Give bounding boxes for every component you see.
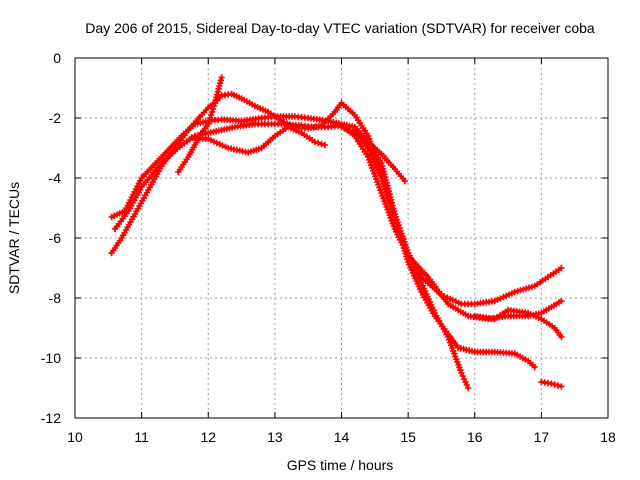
y-tick-label: -12 [41,410,61,426]
series-track-9 [538,378,565,390]
series-track-8 [471,306,565,341]
x-tick-label: 12 [200,429,216,445]
series-markers [111,120,565,323]
x-tick-label: 11 [134,429,149,445]
x-tick-label: 15 [400,429,416,445]
series-line [109,92,537,369]
series-line [473,308,564,339]
y-tick-label: 0 [53,50,61,66]
series-track-5 [188,123,328,156]
series-track-2 [111,120,565,323]
series-markers [188,123,328,156]
y-tick-label: -10 [41,350,61,366]
y-tick-labels: 0 -2 -4 -6 -8 -10 -12 [41,50,61,426]
x-tick-label: 16 [467,429,483,445]
x-tick-label: 14 [334,429,350,445]
series-markers [108,90,538,371]
x-tick-label: 17 [534,429,550,445]
series-markers [175,74,225,176]
series-markers [538,378,565,390]
y-tick-label: -6 [49,230,62,246]
y-tick-label: -8 [49,290,62,306]
x-tick-labels: 10 11 12 13 14 15 16 17 18 [67,429,616,445]
series-markers [471,306,565,341]
series-track-4 [175,74,225,176]
x-tick-label: 18 [600,429,616,445]
plot-series [108,74,565,392]
series-track-3 [108,90,538,371]
x-tick-label: 13 [267,429,283,445]
series-line [113,122,564,321]
series-track-7 [351,126,472,392]
x-axis-title: GPS time / hours [287,457,394,473]
y-tick-label: -2 [49,110,62,126]
axis-ticks [74,57,609,419]
y-axis-title: SDTVAR / TECUs [6,182,22,294]
y-tick-label: -4 [49,170,62,186]
chart-title: Day 206 of 2015, Sidereal Day-to-day VTE… [85,20,595,36]
x-tick-label: 10 [67,429,83,445]
series-markers [351,126,472,392]
